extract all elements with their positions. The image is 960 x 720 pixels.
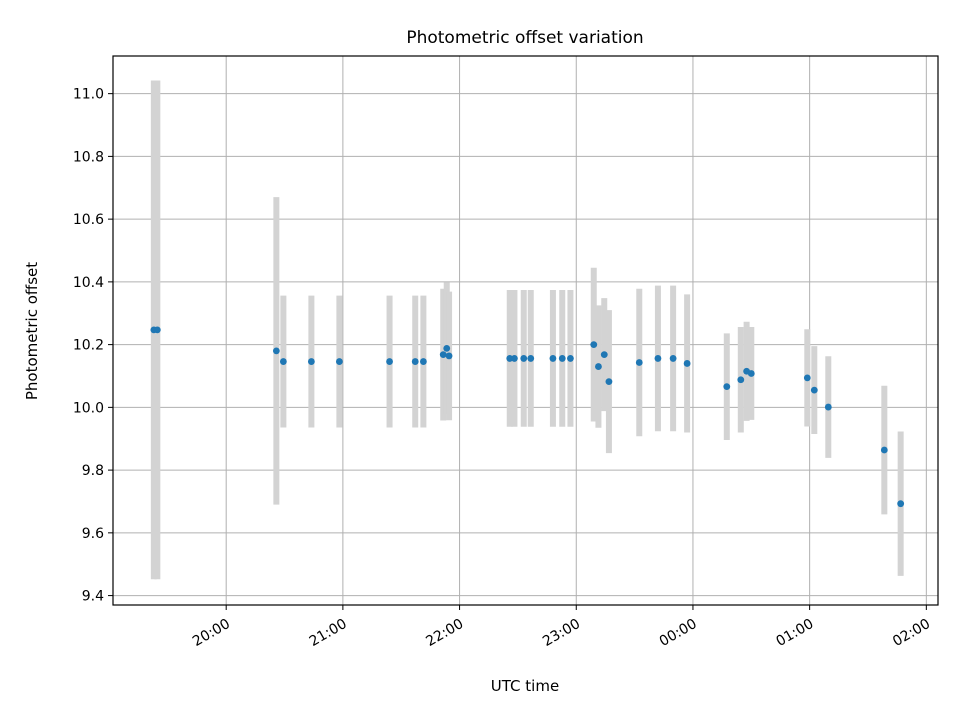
data-point (272, 347, 280, 355)
y-tick-label: 10.4 (73, 275, 104, 291)
data-point (439, 351, 447, 359)
data-point (897, 500, 905, 508)
data-point (549, 355, 557, 362)
data-point (520, 355, 528, 362)
data-points (150, 326, 905, 508)
data-point (635, 359, 643, 366)
data-point (411, 358, 419, 365)
data-point (567, 355, 574, 362)
y-tick-label: 9.6 (82, 526, 104, 542)
data-point (506, 355, 514, 362)
data-point (445, 352, 453, 360)
chart-title: Photometric offset variation (406, 28, 643, 48)
data-point (419, 358, 427, 365)
y-axis-label: Photometric offset (23, 262, 41, 400)
data-point (880, 446, 888, 454)
y-tick-label: 10.0 (73, 400, 104, 416)
data-point (153, 326, 161, 334)
data-point (605, 378, 613, 386)
y-tick-label: 9.8 (82, 463, 104, 479)
y-tick-label: 10.6 (73, 212, 104, 228)
data-point (747, 370, 755, 377)
data-point (595, 363, 602, 370)
data-point (737, 376, 745, 384)
y-axis-ticks: 9.4 9.6 9.8 10.0 10.2 10.4 10.6 10.8 11.0 (73, 87, 113, 605)
data-point (527, 355, 535, 362)
data-point (824, 403, 832, 411)
data-point (803, 374, 811, 382)
y-tick-label: 11.0 (73, 87, 104, 103)
plot-frame (112, 55, 939, 606)
x-axis-label: UTC time (491, 677, 559, 695)
data-point (558, 355, 566, 362)
data-point (810, 386, 818, 394)
y-tick-label: 10.8 (73, 149, 104, 165)
data-point (669, 355, 677, 362)
data-point (683, 360, 691, 367)
data-point (443, 344, 451, 352)
data-point (307, 358, 315, 365)
data-point (511, 355, 518, 362)
data-point (654, 355, 662, 362)
y-tick-label: 10.2 (73, 338, 104, 354)
data-point (279, 358, 287, 365)
data-point (335, 358, 343, 365)
data-point (723, 383, 731, 391)
data-point (600, 351, 608, 359)
data-point (386, 358, 393, 365)
data-point (590, 341, 598, 349)
y-tick-label: 9.4 (82, 589, 104, 605)
